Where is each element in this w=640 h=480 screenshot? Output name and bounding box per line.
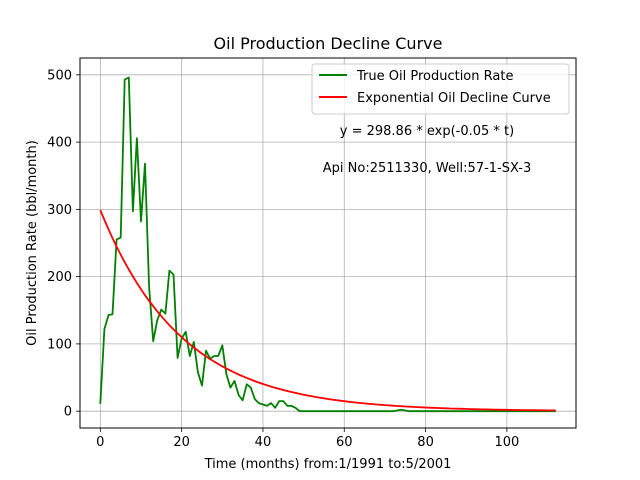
y-tick-label: 500 [47,68,72,83]
axis-ticks: 0 20 40 60 80 100 0 100 200 300 400 500 [47,68,519,450]
y-tick-label: 100 [47,337,72,352]
x-tick-label: 20 [173,435,190,450]
chart-title: Oil Production Decline Curve [214,34,443,53]
x-tick-label: 80 [417,435,434,450]
x-tick-label: 0 [96,435,104,450]
series-line-exponential-decline-curve [99,209,556,412]
well-annotation: Api No:2511330, Well:57-1-SX-3 [323,161,531,176]
legend: True Oil Production Rate Exponential Oil… [311,63,570,115]
y-tick-label: 400 [47,136,72,151]
series-layer [99,76,556,413]
series-line-true-oil-production-rate [99,76,556,413]
legend-label-true-rate: True Oil Production Rate [356,69,513,84]
grid [80,58,576,428]
y-tick-label: 200 [47,270,72,285]
x-tick-label: 100 [494,435,519,450]
plot-area [80,58,576,428]
x-tick-label: 40 [255,435,272,450]
x-tick-label: 60 [336,435,353,450]
y-tick-label: 300 [47,203,72,218]
y-tick-label: 0 [64,405,72,420]
equation-annotation: y = 298.86 * exp(-0.05 * t) [340,124,514,139]
legend-label-exp-curve: Exponential Oil Decline Curve [357,91,551,106]
x-axis-label: Time (months) from:1/1991 to:5/2001 [204,457,452,472]
y-axis-label: Oil Production Rate (bbl/month) [25,140,40,346]
legend-box [311,63,570,115]
plot-frame [79,57,577,429]
